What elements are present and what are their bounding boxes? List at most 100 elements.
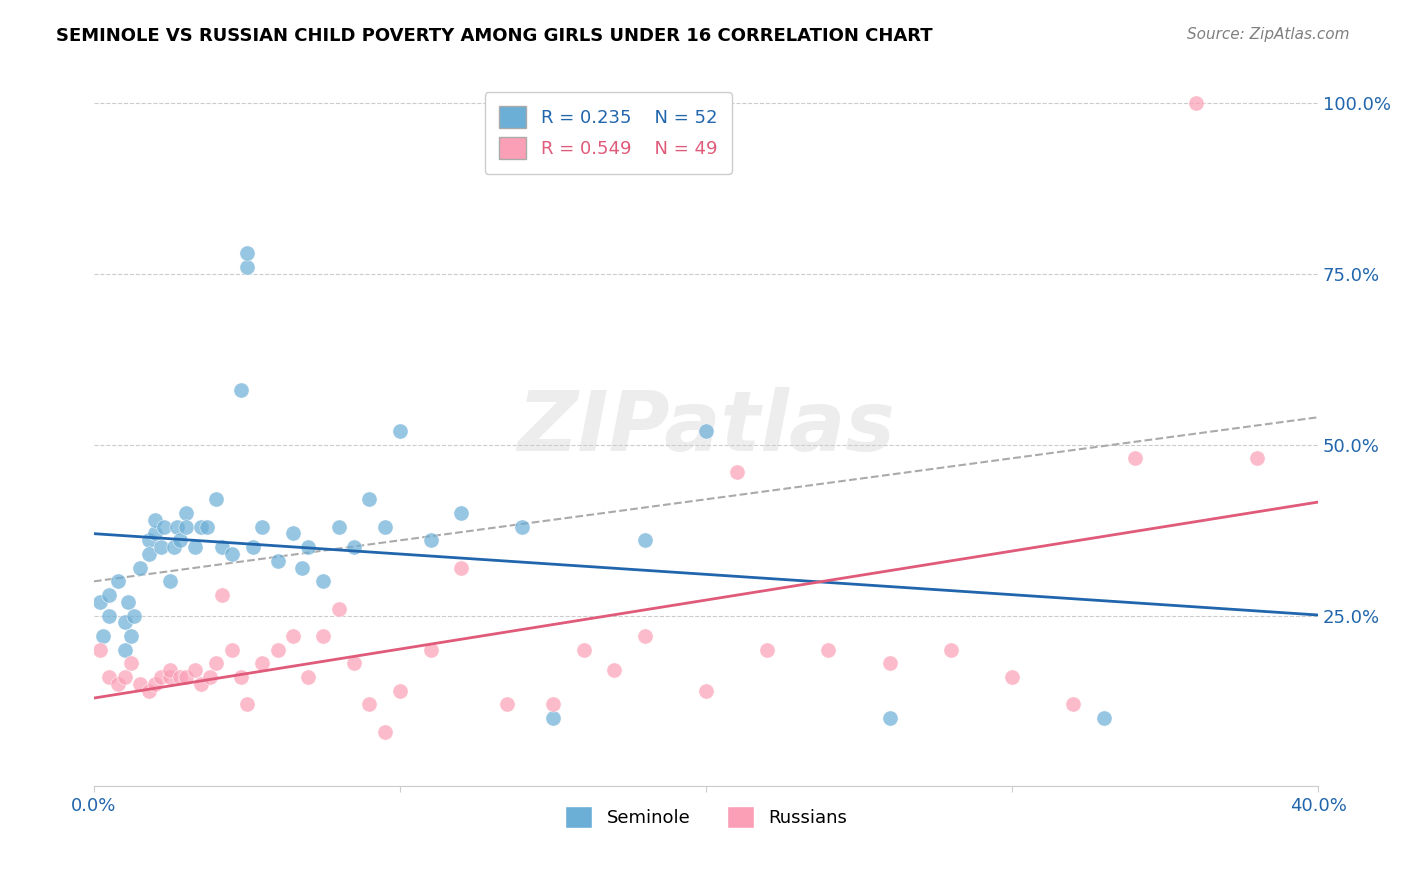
Point: [879, 657, 901, 671]
Point: [117, 595, 139, 609]
Point: [419, 533, 441, 548]
Point: [343, 540, 366, 554]
Point: [190, 677, 212, 691]
Point: [211, 540, 233, 554]
Point: [695, 424, 717, 438]
Point: [817, 642, 839, 657]
Point: [236, 246, 259, 260]
Point: [939, 642, 962, 657]
Point: [541, 711, 564, 725]
Point: [229, 383, 252, 397]
Point: [128, 677, 150, 691]
Point: [359, 492, 381, 507]
Point: [695, 683, 717, 698]
Point: [1123, 451, 1146, 466]
Point: [162, 540, 184, 554]
Point: [297, 540, 319, 554]
Point: [450, 506, 472, 520]
Point: [98, 608, 121, 623]
Point: [281, 629, 304, 643]
Point: [120, 629, 142, 643]
Point: [150, 540, 173, 554]
Point: [205, 492, 228, 507]
Point: [541, 698, 564, 712]
Point: [328, 519, 350, 533]
Point: [634, 629, 657, 643]
Point: [229, 670, 252, 684]
Point: [195, 519, 218, 533]
Point: [1246, 451, 1268, 466]
Point: [91, 629, 114, 643]
Point: [98, 588, 121, 602]
Point: [98, 670, 121, 684]
Point: [1062, 698, 1084, 712]
Point: [114, 670, 136, 684]
Point: [122, 608, 145, 623]
Text: ZIPatlas: ZIPatlas: [517, 387, 896, 468]
Point: [450, 560, 472, 574]
Point: [138, 547, 160, 561]
Point: [512, 519, 534, 533]
Point: [572, 642, 595, 657]
Point: [221, 642, 243, 657]
Point: [174, 670, 197, 684]
Point: [312, 629, 335, 643]
Legend: Seminole, Russians: Seminole, Russians: [558, 798, 855, 835]
Point: [291, 560, 314, 574]
Point: [138, 533, 160, 548]
Point: [496, 698, 519, 712]
Point: [242, 540, 264, 554]
Point: [1184, 95, 1206, 110]
Point: [312, 574, 335, 589]
Point: [150, 670, 173, 684]
Point: [359, 698, 381, 712]
Point: [169, 533, 191, 548]
Point: [343, 657, 366, 671]
Point: [184, 540, 207, 554]
Text: Source: ZipAtlas.com: Source: ZipAtlas.com: [1187, 27, 1350, 42]
Point: [211, 588, 233, 602]
Point: [107, 574, 129, 589]
Point: [174, 519, 197, 533]
Point: [107, 677, 129, 691]
Point: [252, 519, 274, 533]
Point: [388, 424, 411, 438]
Point: [419, 642, 441, 657]
Point: [725, 465, 748, 479]
Point: [374, 519, 396, 533]
Point: [236, 260, 259, 274]
Point: [89, 595, 111, 609]
Point: [1092, 711, 1115, 725]
Point: [89, 642, 111, 657]
Point: [174, 506, 197, 520]
Point: [114, 615, 136, 630]
Point: [159, 574, 181, 589]
Point: [200, 670, 222, 684]
Point: [143, 513, 166, 527]
Point: [153, 519, 176, 533]
Point: [281, 526, 304, 541]
Point: [184, 663, 207, 677]
Text: SEMINOLE VS RUSSIAN CHILD POVERTY AMONG GIRLS UNDER 16 CORRELATION CHART: SEMINOLE VS RUSSIAN CHILD POVERTY AMONG …: [56, 27, 932, 45]
Point: [138, 683, 160, 698]
Point: [159, 663, 181, 677]
Point: [374, 724, 396, 739]
Point: [143, 677, 166, 691]
Point: [634, 533, 657, 548]
Point: [1001, 670, 1024, 684]
Point: [266, 642, 288, 657]
Point: [388, 683, 411, 698]
Point: [879, 711, 901, 725]
Point: [266, 554, 288, 568]
Point: [221, 547, 243, 561]
Point: [205, 657, 228, 671]
Point: [114, 642, 136, 657]
Point: [143, 526, 166, 541]
Point: [328, 601, 350, 615]
Point: [120, 657, 142, 671]
Point: [128, 560, 150, 574]
Point: [169, 670, 191, 684]
Point: [159, 670, 181, 684]
Point: [166, 519, 188, 533]
Point: [252, 657, 274, 671]
